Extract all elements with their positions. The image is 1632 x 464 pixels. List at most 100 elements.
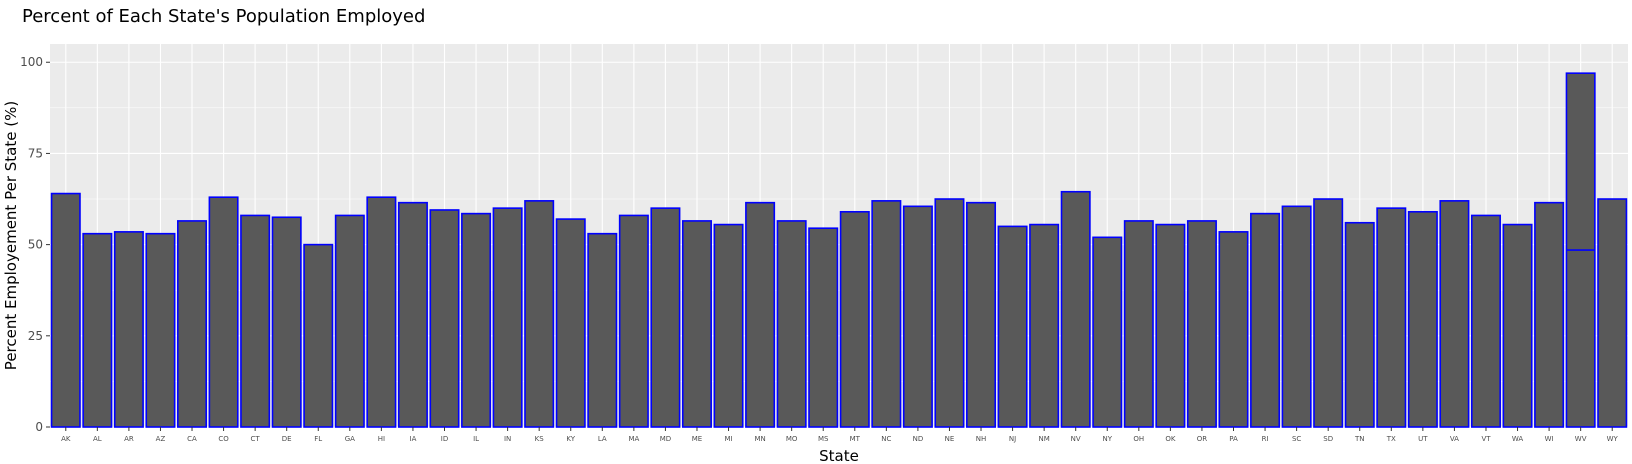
- x-tick-label: VT: [1481, 435, 1491, 443]
- bar-mo: [776, 220, 807, 428]
- x-tick-label: NM: [1038, 435, 1049, 443]
- x-tick-label: PA: [1229, 435, 1238, 443]
- x-tick-label: WY: [1607, 435, 1619, 443]
- bar-ks: [524, 200, 555, 428]
- x-tick-label: TN: [1354, 435, 1365, 443]
- bar-fl: [303, 243, 334, 428]
- bar-il: [461, 212, 492, 428]
- bar-de: [271, 216, 302, 428]
- bar-in: [492, 207, 523, 428]
- bar-ct: [240, 214, 271, 428]
- bar-nh: [966, 201, 997, 428]
- x-axis-title: State: [819, 447, 859, 464]
- x-tick-label: NY: [1103, 435, 1113, 443]
- x-tick-label: MN: [754, 435, 765, 443]
- x-tick-label: CA: [187, 435, 197, 443]
- bar-co: [208, 196, 239, 428]
- bar-ri: [1250, 212, 1281, 428]
- x-tick-label: VA: [1450, 435, 1459, 443]
- x-tick-label: NC: [881, 435, 891, 443]
- bar-nv: [1060, 190, 1091, 428]
- bar-md: [650, 207, 681, 428]
- bar-la: [587, 232, 618, 428]
- chart-title: Percent of Each State's Population Emplo…: [22, 6, 425, 27]
- x-tick-label: IL: [473, 435, 479, 443]
- x-tick-label: NJ: [1009, 435, 1016, 443]
- bar-ny: [1092, 236, 1123, 428]
- x-tick-label: AL: [93, 435, 102, 443]
- bar-az: [145, 232, 176, 428]
- bar-ms: [808, 227, 839, 428]
- bar-nd: [902, 205, 933, 428]
- x-tick-label: NH: [976, 435, 987, 443]
- bars: [50, 72, 1628, 428]
- x-tick-label: WI: [1545, 435, 1554, 443]
- bar-ia: [397, 201, 428, 428]
- bar-sc: [1281, 205, 1312, 428]
- bar-oh: [1123, 220, 1154, 428]
- y-tick-label: 75: [28, 146, 43, 160]
- bar-tx: [1376, 207, 1407, 428]
- bar-mn: [745, 201, 776, 428]
- bar-id: [429, 209, 460, 428]
- x-tick-label: CT: [251, 435, 261, 443]
- bar-ma: [618, 214, 649, 428]
- y-tick-label: 100: [20, 55, 43, 69]
- bar-ar: [113, 231, 144, 428]
- x-tick-label: NV: [1071, 435, 1081, 443]
- bar-wi: [1534, 201, 1565, 428]
- x-tick-label: MD: [660, 435, 671, 443]
- x-tick-label: IN: [504, 435, 511, 443]
- x-tick-label: MT: [850, 435, 861, 443]
- bar-hi: [366, 196, 397, 428]
- x-tick-label: OK: [1165, 435, 1176, 443]
- x-tick-label: RI: [1262, 435, 1269, 443]
- x-tick-label: ND: [913, 435, 924, 443]
- x-tick-label: MI: [724, 435, 732, 443]
- y-axis-title: Percent Employement Per State (%): [2, 101, 20, 370]
- x-tick-label: MO: [786, 435, 798, 443]
- x-tick-label: GA: [345, 435, 355, 443]
- x-tick-label: KY: [566, 435, 575, 443]
- bar-ga: [334, 214, 365, 428]
- x-tick-label: WA: [1512, 435, 1524, 443]
- bar-nc: [871, 200, 902, 428]
- y-tick-label: 0: [35, 420, 43, 434]
- bar-ca: [177, 220, 208, 428]
- y-tick-label: 50: [28, 238, 43, 252]
- bar-ut: [1407, 210, 1438, 428]
- bar-wa: [1502, 223, 1533, 428]
- bar-wy: [1597, 198, 1628, 428]
- bar-vt: [1470, 214, 1501, 428]
- x-tick-label: AR: [124, 435, 134, 443]
- bar-mt: [839, 210, 870, 428]
- y-axis: 0 25 50 75 100: [20, 55, 50, 434]
- bar-pa: [1218, 231, 1249, 428]
- bar-nm: [1029, 223, 1060, 428]
- x-tick-label: KS: [535, 435, 545, 443]
- x-tick-label: OR: [1197, 435, 1208, 443]
- x-tick-label: SD: [1323, 435, 1333, 443]
- bar-mi: [713, 223, 744, 428]
- x-tick-label: HI: [378, 435, 385, 443]
- bar-sd: [1313, 198, 1344, 428]
- bar-ok: [1155, 223, 1186, 428]
- x-tick-label: SC: [1292, 435, 1301, 443]
- bar-al: [82, 232, 113, 428]
- x-tick-label: NE: [945, 435, 955, 443]
- y-tick-label: 25: [28, 329, 43, 343]
- x-tick-label: LA: [598, 435, 607, 443]
- x-tick-label: UT: [1418, 435, 1428, 443]
- bar-ak: [50, 192, 81, 428]
- x-tick-label: AK: [61, 435, 71, 443]
- bar-ne: [934, 198, 965, 428]
- x-tick-label: FL: [314, 435, 322, 443]
- bar-or: [1186, 220, 1217, 428]
- bar-me: [681, 220, 712, 428]
- bar-tn: [1344, 221, 1375, 428]
- x-tick-label: DE: [282, 435, 292, 443]
- bar-ky: [555, 218, 586, 428]
- bar-va: [1439, 200, 1470, 428]
- x-tick-label: CO: [218, 435, 229, 443]
